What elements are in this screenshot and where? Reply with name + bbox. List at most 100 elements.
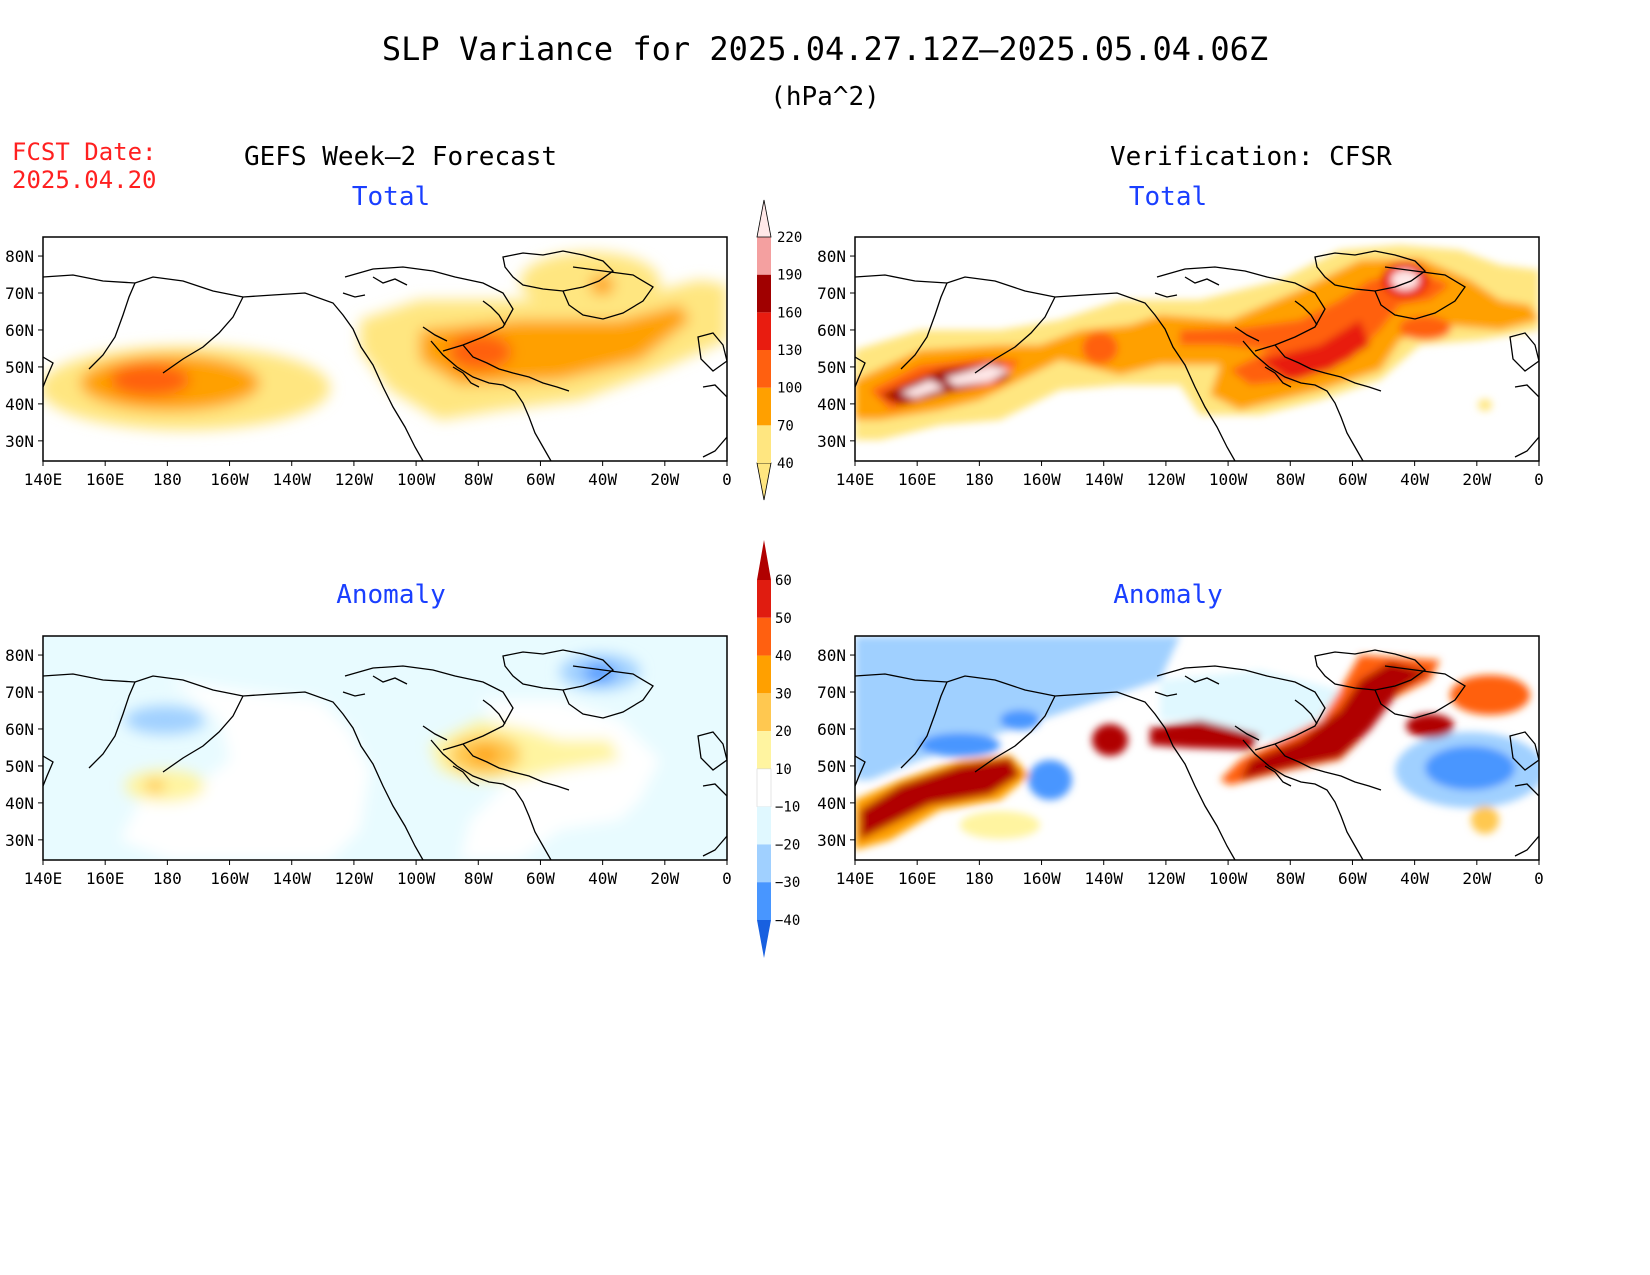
- map-gefs-anomaly: [43, 636, 727, 860]
- lon-tick-label: 40W: [1400, 869, 1429, 888]
- lon-tick-label: 140W: [1084, 869, 1123, 888]
- lon-tick-label: 180: [965, 869, 994, 888]
- lon-tick-label: 80W: [1276, 470, 1305, 489]
- lon-tick-label: 20W: [1462, 869, 1491, 888]
- lat-tick-label: 70N: [817, 683, 846, 702]
- map-cfsr-total: [855, 237, 1539, 461]
- colorbar-label: 70: [777, 418, 794, 434]
- colorbar-swatch: [757, 425, 771, 463]
- colorbar-label: 40: [777, 456, 794, 472]
- colorbar-swatch: [757, 540, 771, 580]
- panel-subtitle-gefs-total: Total: [351, 182, 431, 212]
- lat-tick-label: 40N: [5, 395, 34, 414]
- lat-tick-label: 70N: [5, 683, 34, 702]
- lon-tick-label: 100W: [1209, 470, 1248, 489]
- lon-tick-label: 60W: [1338, 470, 1367, 489]
- lon-tick-label: 160W: [1022, 869, 1061, 888]
- colorbar-total: 40 70 100 130 160 190 220: [756, 199, 802, 501]
- map-gefs-total: [43, 237, 727, 461]
- lon-tick-label: 60W: [1338, 869, 1367, 888]
- lon-tick-label: 0: [722, 869, 732, 888]
- lat-tick-label: 30N: [5, 432, 34, 451]
- lon-tick-label: 60W: [526, 869, 555, 888]
- lat-tick-label: 60N: [817, 321, 846, 340]
- lat-tick-label: 30N: [817, 432, 846, 451]
- colorbar-swatch: [757, 920, 771, 958]
- lon-tick-label: 100W: [1209, 869, 1248, 888]
- colorbar-swatch: [757, 580, 771, 618]
- lat-tick-label: 70N: [5, 284, 34, 303]
- lon-tick-label: 180: [153, 470, 182, 489]
- lat-tick-label: 80N: [5, 646, 34, 665]
- axis-ticks: 140E 160E 180 160W 140W 120W 100W 80W 60W 40W 20W 0…: [5, 247, 1544, 888]
- lat-tick-label: 50N: [5, 358, 34, 377]
- colorbar-swatch: [757, 312, 771, 350]
- lat-tick-label: 40N: [817, 794, 846, 813]
- lon-tick-label: 120W: [335, 869, 374, 888]
- colorbar-swatch: [756, 199, 772, 238]
- lon-tick-label: 80W: [464, 869, 493, 888]
- colorbar-swatch: [757, 387, 771, 426]
- lat-tick-label: 40N: [5, 794, 34, 813]
- colorbar-label: 50: [775, 611, 792, 627]
- lon-tick-label: 120W: [1147, 869, 1186, 888]
- lon-tick-label: 160E: [898, 470, 937, 489]
- lon-tick-label: 0: [722, 470, 732, 489]
- colorbar-label: 130: [777, 343, 802, 359]
- panel-subtitle-gefs-anomaly: Anomaly: [336, 580, 446, 610]
- panel-subtitle-cfsr-total: Total: [1128, 182, 1208, 212]
- colorbar-label: 60: [775, 573, 792, 589]
- lon-tick-label: 140E: [24, 470, 63, 489]
- map-cfsr-anomaly: [855, 636, 1539, 860]
- lon-tick-label: 180: [965, 470, 994, 489]
- colorbar-label: 40: [775, 649, 792, 665]
- lon-tick-label: 40W: [1400, 470, 1429, 489]
- colorbar-label: 220: [777, 230, 802, 246]
- lat-tick-label: 50N: [817, 358, 846, 377]
- colorbar-swatch: [757, 844, 771, 883]
- lon-tick-label: 160W: [210, 869, 249, 888]
- units-label: (hPa^2): [770, 82, 880, 112]
- colorbar-swatch: [757, 806, 771, 845]
- lon-tick-label: 20W: [650, 470, 679, 489]
- lat-tick-label: 60N: [817, 720, 846, 739]
- lat-tick-label: 80N: [817, 646, 846, 665]
- lon-tick-label: 100W: [397, 869, 436, 888]
- colorbar-swatch: [757, 274, 771, 313]
- colorbar-anomaly: 60 50 40 30 20 10 −10 −20 −30 −40: [756, 540, 800, 958]
- lon-tick-label: 140W: [1084, 470, 1123, 489]
- lat-tick-label: 60N: [5, 321, 34, 340]
- colorbar-swatch: [757, 882, 771, 920]
- lat-tick-label: 50N: [817, 757, 846, 776]
- colorbar-swatch: [757, 237, 771, 275]
- lon-tick-label: 40W: [588, 470, 617, 489]
- colorbar-label: 20: [775, 724, 792, 740]
- main-title: SLP Variance for 2025.04.27.12Z–2025.05.…: [381, 30, 1269, 68]
- lat-tick-label: 30N: [5, 831, 34, 850]
- lon-tick-label: 0: [1534, 869, 1544, 888]
- lon-tick-label: 140E: [24, 869, 63, 888]
- lon-tick-label: 160E: [898, 869, 937, 888]
- colorbar-label: −30: [775, 875, 800, 891]
- colorbar-label: 190: [777, 268, 802, 284]
- lon-tick-label: 140W: [272, 869, 311, 888]
- colorbar-label: −10: [775, 800, 800, 816]
- right-column-title: Verification: CFSR: [1110, 142, 1392, 172]
- lon-tick-label: 120W: [335, 470, 374, 489]
- colorbar-label: 30: [775, 686, 792, 702]
- lon-tick-label: 40W: [588, 869, 617, 888]
- colorbar-label: −40: [775, 913, 800, 929]
- lon-tick-label: 20W: [1462, 470, 1491, 489]
- forecast-date-label: FCST Date:: [12, 138, 157, 166]
- colorbar-swatch: [756, 462, 772, 501]
- lat-tick-label: 40N: [817, 395, 846, 414]
- lon-tick-label: 20W: [650, 869, 679, 888]
- panel-subtitle-cfsr-anomaly: Anomaly: [1113, 580, 1223, 610]
- colorbar-swatch: [757, 617, 771, 656]
- lon-tick-label: 140W: [272, 470, 311, 489]
- colorbar-label: 10: [775, 762, 792, 778]
- lat-tick-label: 50N: [5, 757, 34, 776]
- lon-tick-label: 80W: [1276, 869, 1305, 888]
- colorbar-swatch: [757, 350, 771, 388]
